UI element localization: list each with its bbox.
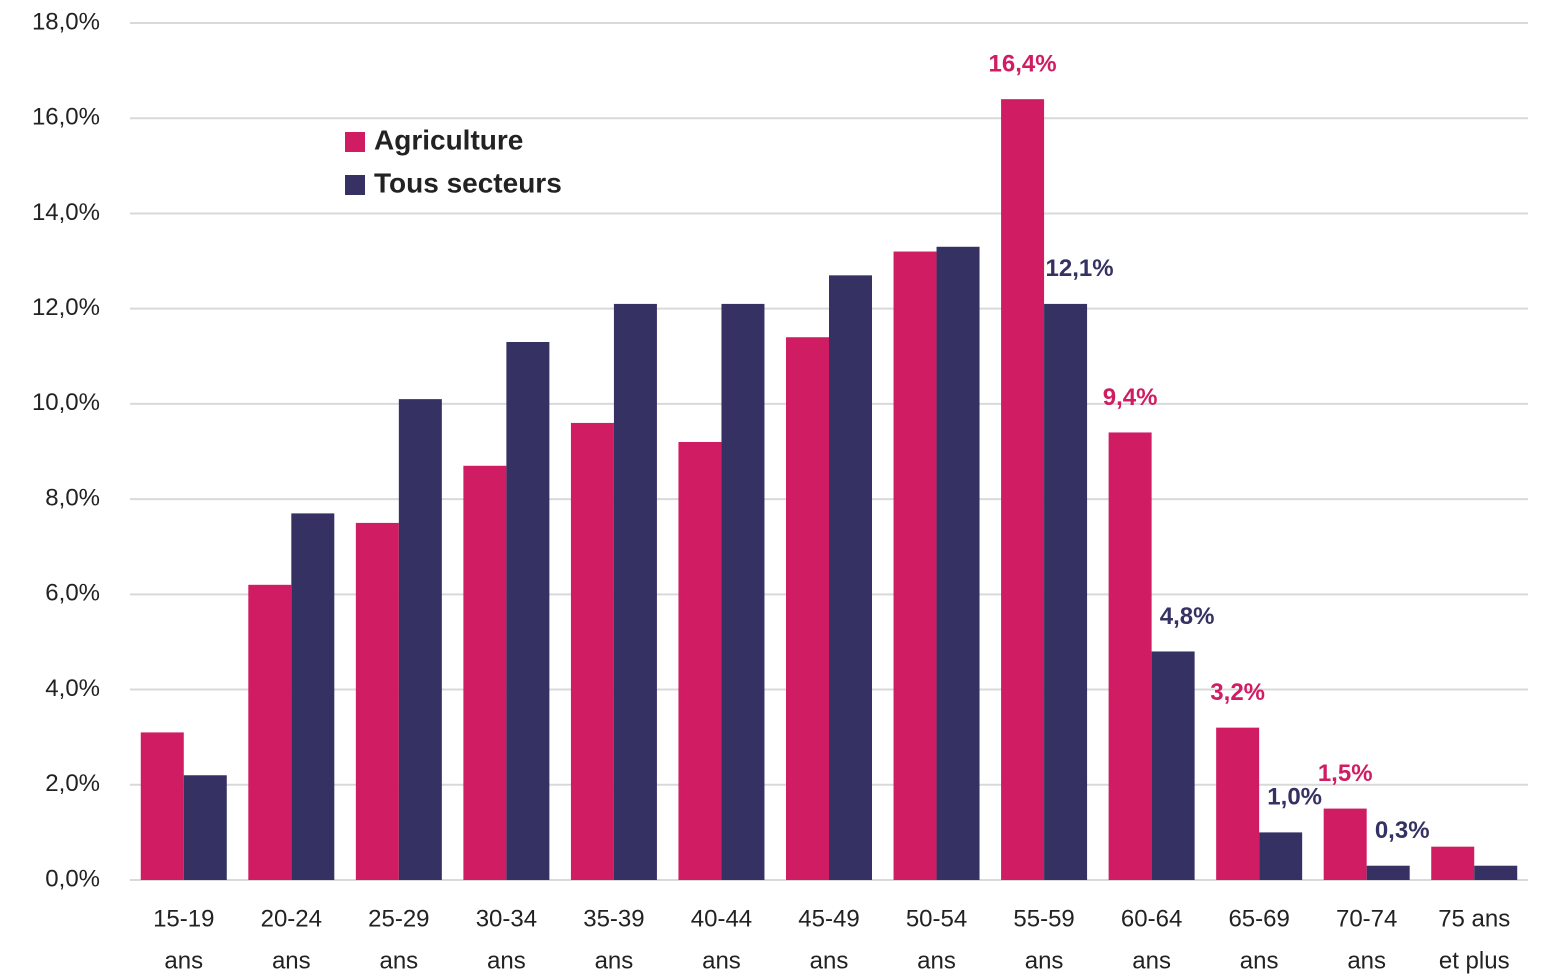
x-tick-label: ans bbox=[702, 947, 741, 974]
bar bbox=[1431, 846, 1475, 880]
value-label: 1,5% bbox=[1318, 760, 1373, 787]
value-label: 12,1% bbox=[1046, 255, 1114, 282]
x-tick-label: 65-69 bbox=[1228, 905, 1289, 932]
x-tick-label: 60-64 bbox=[1121, 905, 1182, 932]
bar bbox=[463, 465, 507, 880]
x-tick-label: ans bbox=[1240, 947, 1279, 974]
bar bbox=[1151, 651, 1195, 880]
legend-swatch bbox=[345, 132, 365, 152]
x-tick-label: ans bbox=[379, 947, 418, 974]
bar bbox=[570, 422, 614, 880]
x-tick-label: 15-19 bbox=[153, 905, 214, 932]
y-tick-label: 0,0% bbox=[45, 865, 100, 892]
x-tick-label: 45-49 bbox=[798, 905, 859, 932]
x-tick-label: 75 ans bbox=[1438, 905, 1510, 932]
x-tick-label: ans bbox=[810, 947, 849, 974]
x-tick-label: 40-44 bbox=[691, 905, 752, 932]
bar bbox=[183, 775, 227, 880]
x-tick-label: 70-74 bbox=[1336, 905, 1397, 932]
y-tick-label: 16,0% bbox=[32, 104, 100, 131]
y-tick-label: 14,0% bbox=[32, 199, 100, 226]
bar bbox=[893, 251, 937, 881]
x-tick-label: 25-29 bbox=[368, 905, 429, 932]
y-tick-label: 12,0% bbox=[32, 294, 100, 321]
x-tick-label: ans bbox=[487, 947, 526, 974]
bar bbox=[1044, 303, 1088, 881]
y-tick-label: 6,0% bbox=[45, 580, 100, 607]
y-tick-label: 18,0% bbox=[32, 8, 100, 35]
bar bbox=[613, 303, 657, 881]
legend-label: Agriculture bbox=[374, 124, 523, 155]
x-tick-label: ans bbox=[595, 947, 634, 974]
bar bbox=[936, 246, 980, 880]
x-tick-label: 50-54 bbox=[906, 905, 967, 932]
value-label: 9,4% bbox=[1103, 384, 1158, 411]
y-tick-label: 8,0% bbox=[45, 484, 100, 511]
bar bbox=[248, 584, 292, 880]
legend-label: Tous secteurs bbox=[374, 167, 562, 198]
bar bbox=[291, 513, 335, 880]
bar bbox=[1108, 432, 1152, 880]
bar bbox=[398, 399, 442, 880]
bar bbox=[506, 341, 550, 880]
x-tick-label: et plus bbox=[1439, 947, 1510, 974]
bar bbox=[1216, 727, 1260, 880]
x-tick-label: ans bbox=[1025, 947, 1064, 974]
bar bbox=[1323, 808, 1367, 880]
y-tick-label: 10,0% bbox=[32, 389, 100, 416]
bar bbox=[678, 441, 722, 880]
x-tick-label: 20-24 bbox=[261, 905, 322, 932]
value-label: 1,0% bbox=[1267, 784, 1322, 811]
bar bbox=[1259, 832, 1303, 880]
bar bbox=[786, 337, 829, 880]
value-label: 3,2% bbox=[1210, 679, 1265, 706]
bar bbox=[721, 303, 765, 881]
value-label: 0,3% bbox=[1375, 817, 1430, 844]
x-tick-label: ans bbox=[917, 947, 956, 974]
y-tick-label: 2,0% bbox=[45, 770, 100, 797]
x-tick-label: 30-34 bbox=[476, 905, 537, 932]
x-tick-label: ans bbox=[272, 947, 311, 974]
legend-swatch bbox=[345, 175, 365, 195]
x-tick-label: 55-59 bbox=[1013, 905, 1074, 932]
x-tick-label: 35-39 bbox=[583, 905, 644, 932]
bar bbox=[140, 732, 184, 880]
x-tick-label: ans bbox=[164, 947, 203, 974]
bar bbox=[829, 275, 872, 881]
bar bbox=[355, 522, 399, 880]
value-label: 16,4% bbox=[989, 51, 1057, 78]
y-tick-label: 4,0% bbox=[45, 675, 100, 702]
x-tick-label: ans bbox=[1132, 947, 1171, 974]
value-label: 4,8% bbox=[1160, 603, 1215, 630]
bar bbox=[1366, 865, 1410, 880]
bar bbox=[1001, 99, 1045, 880]
x-tick-label: ans bbox=[1347, 947, 1386, 974]
bar bbox=[1474, 865, 1518, 880]
